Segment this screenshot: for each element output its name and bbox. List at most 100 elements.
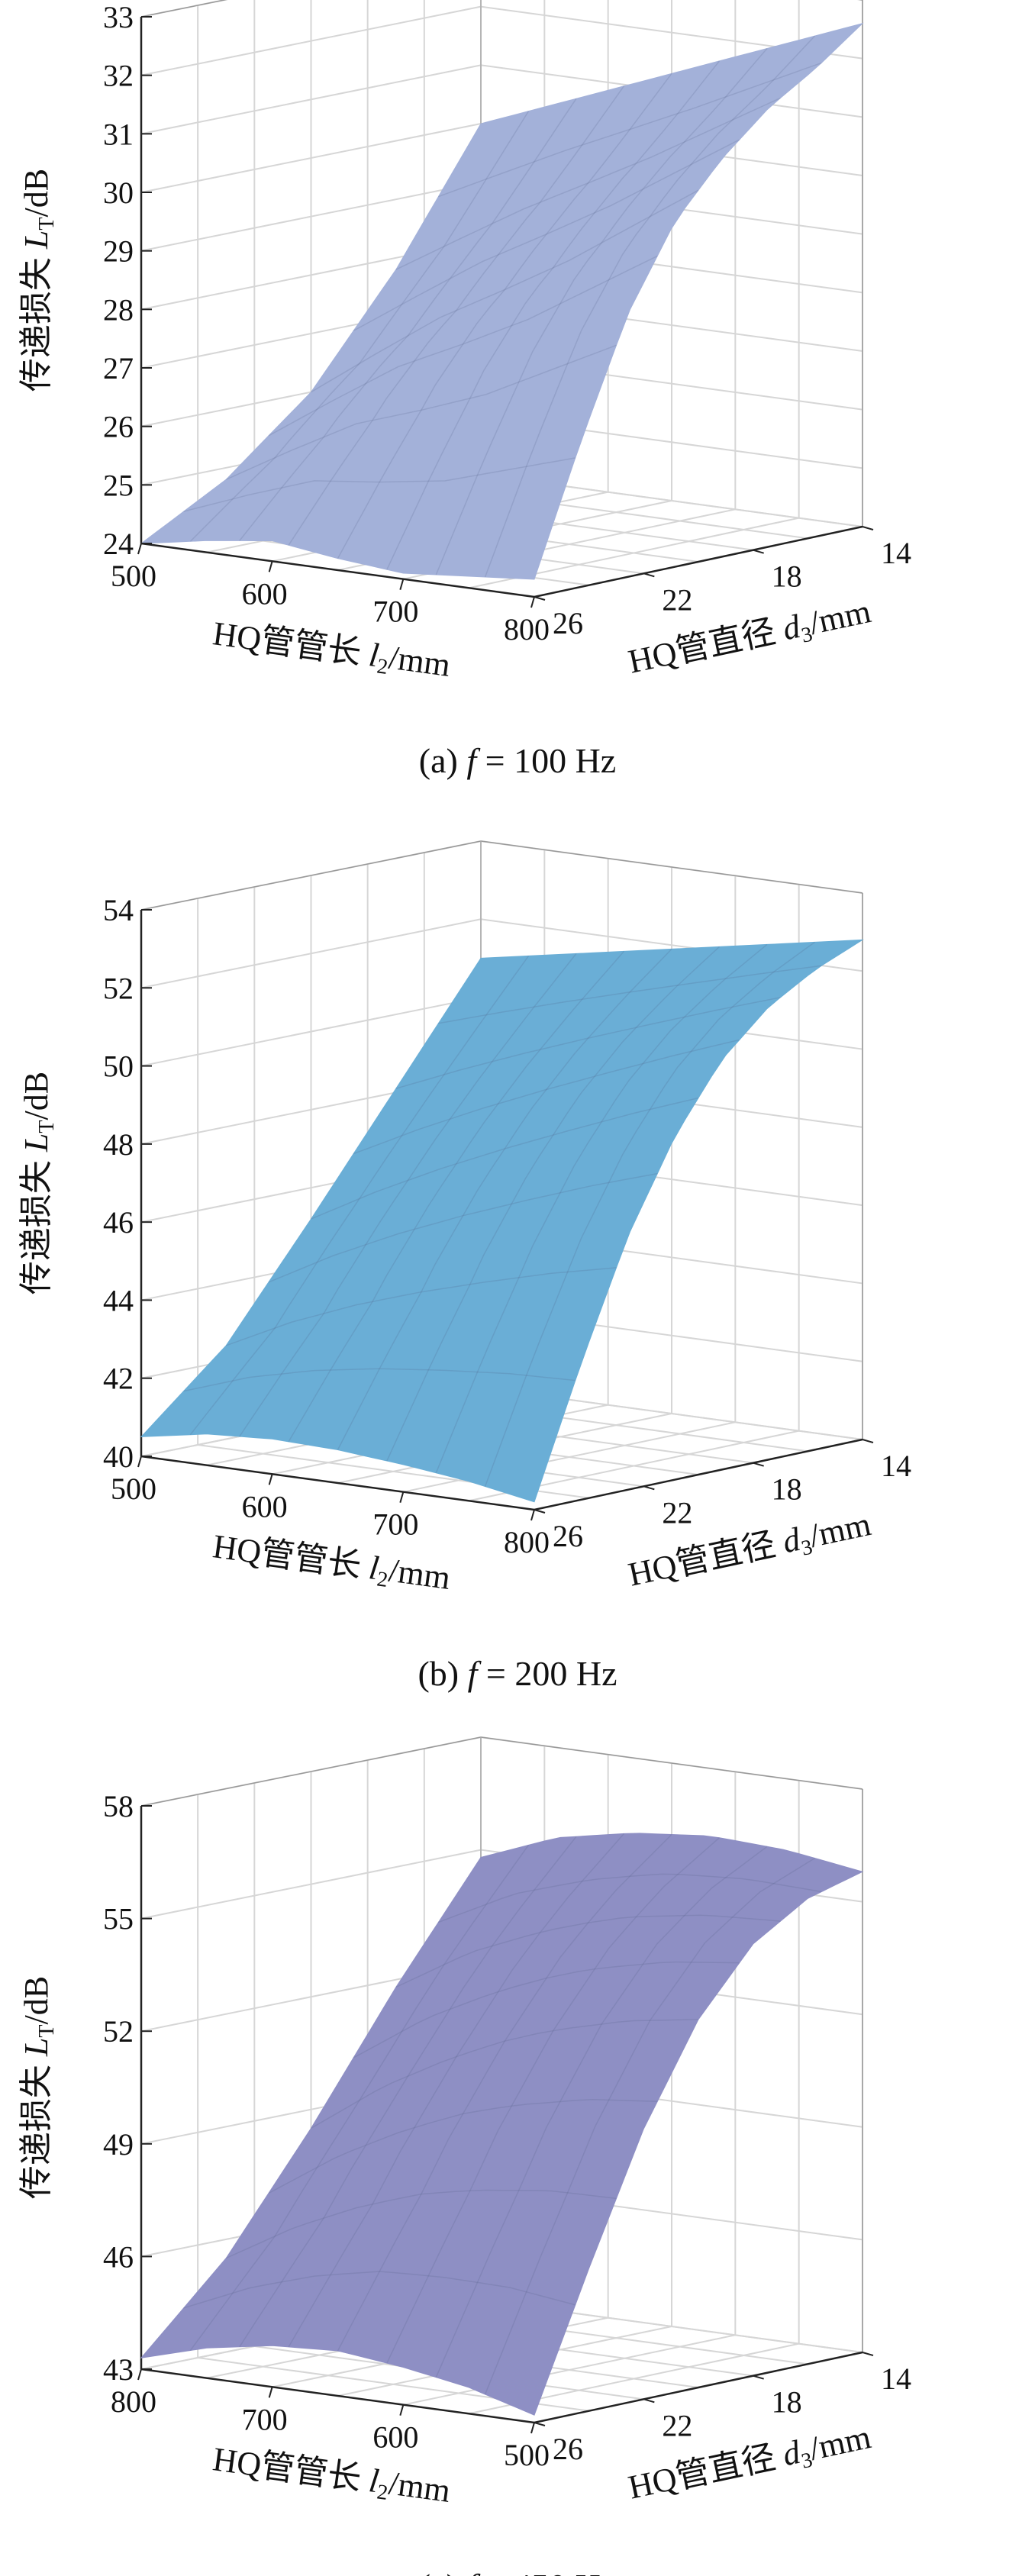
x-tick-mark — [530, 596, 535, 608]
x-tick-label: 500 — [504, 2438, 550, 2472]
z-axis-label: 传递损失 LT/dB — [18, 169, 59, 392]
x-tick-mark — [137, 1456, 142, 1468]
x-tick-mark — [137, 2368, 142, 2381]
y-tick-mark — [862, 1439, 874, 1443]
x-axis-label-sub: 2 — [376, 2481, 389, 2506]
chart-panel-a: 2425262728293031323350060070080014182226… — [18, 0, 911, 780]
z-axis-label-sub: T — [35, 2024, 59, 2037]
surface-mesh-line — [484, 1857, 815, 2395]
y-tick-mark — [862, 2352, 874, 2356]
z-tick-label: 49 — [103, 2127, 134, 2162]
frame-line — [140, 0, 227, 18]
surface-mesh-line — [189, 955, 530, 1436]
y-tick-mark — [753, 2374, 764, 2380]
z-axis-label-var: L — [18, 1133, 55, 1153]
surface — [140, 1833, 864, 2416]
surface-mesh-line — [225, 2189, 617, 2259]
surface-mesh-line — [435, 943, 768, 1474]
x-axis-line — [140, 2368, 535, 2424]
x-tick-label: 600 — [242, 576, 288, 611]
z-axis-label-unit: /dB — [18, 1072, 55, 1120]
panel-caption: (a) f = 100 Hz — [419, 741, 616, 780]
surface-mesh-line — [386, 1837, 720, 2364]
z-axis-label-unit: /dB — [18, 169, 55, 218]
surface-mesh-line — [183, 457, 576, 512]
y-tick-mark — [643, 2398, 655, 2404]
y-tick-mark — [643, 1485, 655, 1491]
x-axis-label-unit: /mm — [387, 639, 453, 684]
z-axis-label-var: L — [18, 231, 55, 250]
z-tick-label: 25 — [103, 468, 134, 502]
z-tick-label: 46 — [103, 1205, 134, 1240]
surface-mesh-line — [395, 97, 781, 270]
y-tick-label: 26 — [553, 2432, 583, 2466]
surface-mesh-line — [484, 35, 816, 578]
z-tick-label: 30 — [103, 176, 134, 210]
surface-mesh-line — [395, 997, 781, 1089]
panel-caption: (c) f = 450 Hz — [419, 2567, 616, 2576]
surface-mesh-line — [386, 946, 721, 1462]
z-tick-label: 52 — [103, 971, 134, 1005]
y-tick-label: 14 — [881, 1449, 911, 1483]
frame-line — [480, 840, 863, 894]
surface-mesh-line — [337, 73, 672, 559]
z-tick-label: 52 — [103, 2014, 134, 2049]
surface-mesh-line — [288, 1833, 625, 2348]
y-tick-mark — [753, 1462, 764, 1467]
z-tick-label: 42 — [103, 1362, 134, 1396]
y-tick-mark — [534, 596, 546, 601]
z-tick-label: 55 — [103, 1902, 134, 1936]
x-tick-mark — [399, 1491, 405, 1503]
surface-mesh-line — [484, 941, 815, 1487]
x-tick-label: 700 — [242, 2402, 288, 2436]
z-axis-label-text: 传递损失 — [18, 249, 55, 392]
surface-mesh-line — [438, 62, 822, 198]
z-axis-label-sub: T — [35, 1120, 59, 1133]
chart-panel-b: 40 42 44 46 48 50 52 54 500 600 700 800 14 18 22 26 传递损失… — [18, 840, 911, 1693]
y-axis-label-sub: 3 — [799, 1535, 814, 1560]
z-tick-label: 26 — [103, 410, 134, 444]
surface-mesh-line — [337, 948, 672, 1450]
z-tick-label: 58 — [103, 1789, 134, 1823]
z-axis-label-text: 传递损失 — [18, 1152, 55, 1294]
x-tick-label: 700 — [372, 595, 418, 629]
y-axis-label-unit: /mm — [806, 1505, 874, 1555]
y-tick-label: 18 — [772, 559, 802, 594]
surface-mesh-line — [386, 60, 721, 570]
y-axis-line — [534, 2351, 863, 2424]
frame-line — [480, 1736, 863, 1790]
x-axis-label-text: HQ管管长 — [211, 1527, 372, 1585]
surface-mesh-line — [288, 85, 625, 546]
y-axis-label-text: HQ管直径 — [625, 2436, 787, 2506]
y-tick-mark — [534, 1509, 546, 1514]
surface-mesh-line — [353, 1961, 740, 2059]
surface — [140, 939, 864, 1503]
z-axis-label: 传递损失 LT/dB — [18, 1976, 59, 2199]
z-axis-label-sub: T — [35, 217, 59, 230]
z-tick-label: 54 — [103, 893, 134, 927]
y-tick-label: 14 — [881, 536, 911, 570]
surface-mesh-line — [268, 2099, 658, 2194]
y-tick-mark — [643, 572, 655, 578]
surface-mesh-line — [268, 255, 658, 437]
y-tick-label: 22 — [662, 582, 692, 617]
x-axis-label-text: HQ管管长 — [211, 2440, 372, 2498]
y-axis-label-unit: /mm — [806, 2418, 874, 2468]
surface-mesh-line — [435, 1846, 768, 2378]
x-tick-mark — [399, 579, 405, 590]
y-tick-label: 18 — [772, 1472, 802, 1507]
y-tick-label: 22 — [662, 2408, 692, 2442]
x-tick-label: 600 — [372, 2420, 418, 2455]
z-tick-label: 31 — [103, 117, 134, 151]
x-axis-label-unit: /mm — [387, 2465, 453, 2510]
z-tick-label: 32 — [103, 59, 134, 93]
surface-mesh-line — [337, 1833, 672, 2352]
x-axis-label-sub: 2 — [376, 655, 389, 680]
y-axis-label-unit: /mm — [806, 592, 874, 642]
frame-line — [140, 840, 482, 911]
frame-line — [140, 1736, 482, 1807]
caption-prefix: (c) — [419, 2567, 467, 2576]
surface-mesh-line — [189, 1844, 530, 2351]
x-tick-mark — [268, 2387, 273, 2398]
x-tick-mark — [268, 1474, 273, 1485]
